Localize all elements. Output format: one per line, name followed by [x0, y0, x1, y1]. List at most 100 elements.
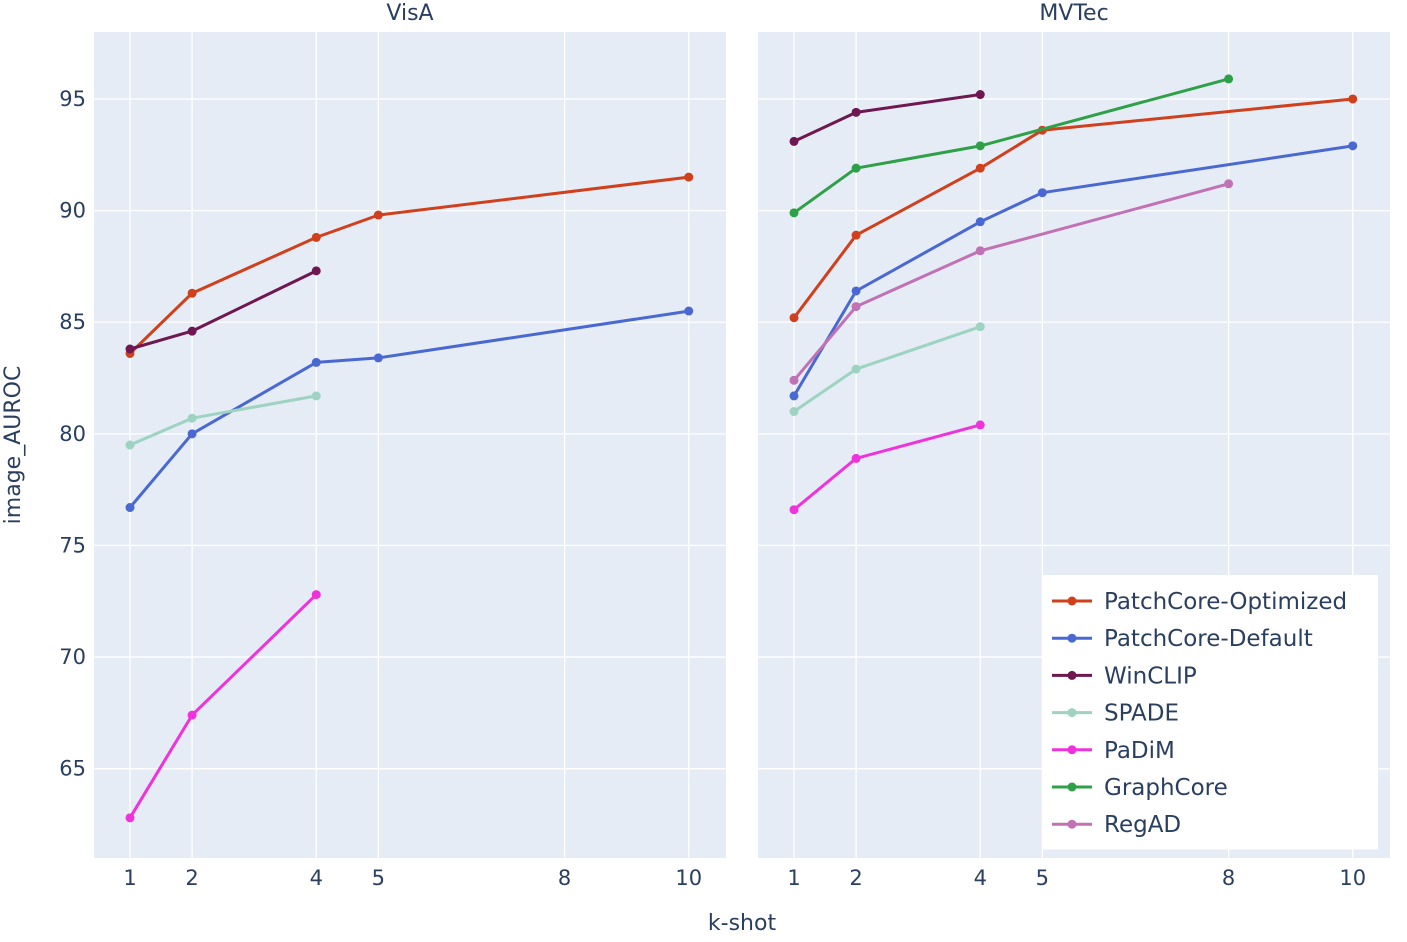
- y-axis-title: image_AUROC: [1, 366, 26, 525]
- x-tick-label: 5: [372, 866, 385, 890]
- data-point-patchcore-default: [789, 391, 799, 401]
- legend-label: WinCLIP: [1104, 663, 1197, 689]
- data-point-patchcore-default: [1348, 141, 1358, 151]
- y-tick-label: 80: [59, 422, 86, 446]
- x-tick-label: 10: [675, 866, 702, 890]
- legend-item-winclip[interactable]: WinCLIP: [1052, 663, 1197, 689]
- data-point-regad: [851, 302, 861, 312]
- legend-swatch-marker: [1067, 633, 1077, 643]
- series-spade-visa: [125, 391, 321, 450]
- x-tick-label: 1: [123, 866, 136, 890]
- legend-item-regad[interactable]: RegAD: [1052, 812, 1181, 838]
- legend-label: PatchCore-Default: [1104, 626, 1313, 652]
- legend-label: GraphCore: [1104, 775, 1228, 801]
- series-line-regad: [792, 182, 1229, 382]
- data-point-spade: [789, 407, 799, 417]
- legend-swatch-marker: [1067, 708, 1077, 718]
- panel-title-visa: VisA: [386, 1, 433, 26]
- series-line-graphcore: [793, 77, 1229, 215]
- panel-title-mvtec: MVTec: [1039, 1, 1108, 26]
- series-winclip-visa: [125, 266, 321, 354]
- x-tick-label: 4: [974, 866, 987, 890]
- series-regad-mvtec: [789, 179, 1234, 385]
- series-spade-mvtec: [789, 322, 985, 417]
- data-point-patchcore-default: [975, 217, 985, 227]
- data-point-graphcore: [975, 141, 985, 151]
- data-point-graphcore: [851, 163, 861, 173]
- data-point-winclip: [851, 107, 861, 117]
- legend-item-spade[interactable]: SPADE: [1052, 701, 1179, 727]
- data-point-patchcore-optimized: [789, 313, 799, 323]
- legend-label: SPADE: [1104, 701, 1179, 727]
- plot-area-visa: [94, 32, 726, 858]
- x-tick-label: 5: [1036, 866, 1049, 890]
- legend-label: RegAD: [1104, 812, 1181, 838]
- series-patchcore-default-visa: [125, 306, 694, 513]
- data-point-patchcore-default: [125, 503, 135, 513]
- x-tick-label: 2: [849, 866, 862, 890]
- x-tick-label: 4: [310, 866, 323, 890]
- series-graphcore-mvtec: [789, 74, 1234, 218]
- data-point-patchcore-optimized: [684, 172, 694, 182]
- data-point-patchcore-optimized: [187, 288, 197, 298]
- data-point-patchcore-default: [187, 429, 197, 439]
- data-point-padim: [975, 420, 985, 430]
- x-axis-title: k-shot: [708, 911, 777, 936]
- x-tick-label: 10: [1339, 866, 1366, 890]
- legend-swatch-marker: [1067, 782, 1077, 792]
- data-point-patchcore-optimized: [373, 210, 383, 220]
- legend-label: PaDiM: [1104, 738, 1175, 764]
- series-patchcore-optimized-visa: [125, 172, 694, 358]
- data-point-patchcore-default: [311, 357, 321, 367]
- x-tick-label: 2: [185, 866, 198, 890]
- grid-visa: [94, 32, 726, 858]
- data-point-graphcore: [1224, 74, 1234, 84]
- data-point-padim: [311, 590, 321, 600]
- series-winclip-mvtec: [789, 90, 985, 146]
- data-point-padim: [125, 813, 135, 823]
- legend-item-patchcore-default[interactable]: PatchCore-Default: [1052, 626, 1313, 652]
- legend-swatch-marker: [1067, 670, 1077, 680]
- y-tick-label: 85: [59, 310, 86, 334]
- legend-swatch-marker: [1067, 745, 1077, 755]
- legend-label: PatchCore-Optimized: [1104, 589, 1347, 615]
- legend-item-graphcore[interactable]: GraphCore: [1052, 775, 1228, 801]
- legend-item-patchcore-optimized[interactable]: PatchCore-Optimized: [1052, 589, 1347, 615]
- y-tick-label: 65: [59, 757, 86, 781]
- x-tick-label: 8: [1222, 866, 1235, 890]
- series-patchcore-optimized-mvtec: [789, 94, 1358, 323]
- series-patchcore-default-mvtec: [789, 141, 1358, 401]
- x-tick-label: 8: [558, 866, 571, 890]
- x-tick-label: 1: [787, 866, 800, 890]
- data-point-spade: [125, 440, 135, 450]
- data-point-graphcore: [789, 208, 799, 218]
- data-point-patchcore-optimized: [851, 230, 861, 240]
- data-point-winclip: [187, 326, 197, 336]
- data-point-patchcore-optimized: [1348, 94, 1358, 104]
- y-tick-label: 75: [59, 533, 86, 557]
- data-point-patchcore-optimized: [975, 163, 985, 173]
- data-point-winclip: [311, 266, 321, 276]
- data-point-spade: [187, 413, 197, 423]
- data-point-winclip: [975, 90, 985, 100]
- legend: PatchCore-Optimized PatchCore-Default WinC…: [1042, 575, 1378, 850]
- legend-item-padim[interactable]: PaDiM: [1052, 738, 1175, 764]
- legend-swatch-marker: [1067, 819, 1077, 829]
- data-point-winclip: [125, 344, 135, 354]
- data-point-winclip: [789, 136, 799, 146]
- data-point-padim: [187, 710, 197, 720]
- data-point-patchcore-default: [1037, 188, 1047, 198]
- y-tick-label: 70: [59, 645, 86, 669]
- legend-swatch-marker: [1067, 596, 1077, 606]
- data-point-patchcore-optimized: [311, 232, 321, 242]
- data-point-padim: [789, 505, 799, 515]
- data-point-patchcore-default: [684, 306, 694, 316]
- y-tick-label: 90: [59, 199, 86, 223]
- y-tick-label: 95: [59, 87, 86, 111]
- data-point-regad: [789, 375, 799, 385]
- data-point-patchcore-default: [851, 286, 861, 296]
- panel-visa: 1 2 4 5 8 10 65 70 75 80 85 90 95 VisA: [59, 1, 726, 890]
- data-point-spade: [851, 364, 861, 374]
